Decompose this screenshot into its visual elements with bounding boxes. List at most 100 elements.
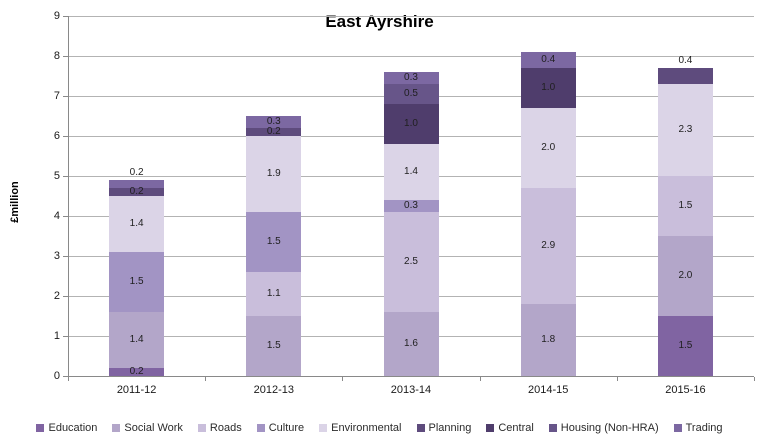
data-label: 0.3 xyxy=(266,116,281,127)
y-axis-tick-label: 8 xyxy=(53,50,60,62)
x-category-label: 2014-15 xyxy=(528,384,569,396)
gridline xyxy=(68,16,754,17)
legend-swatch-icon xyxy=(256,424,265,432)
legend-swatch-icon xyxy=(36,424,45,432)
bar-segment-environmental xyxy=(109,196,165,252)
data-label: 1.8 xyxy=(541,334,556,345)
data-label: 2.9 xyxy=(541,240,556,251)
y-axis-tick xyxy=(63,136,68,137)
data-label: 0.2 xyxy=(266,126,281,137)
legend-label: Roads xyxy=(209,422,242,434)
bar-segment-social-work xyxy=(520,304,576,376)
legend-label: Culture xyxy=(268,422,305,434)
data-label: 1.0 xyxy=(541,82,556,93)
y-axis-tick xyxy=(63,256,68,257)
y-axis-tick xyxy=(63,336,68,337)
data-label: 1.5 xyxy=(678,340,693,351)
bar-segment-culture xyxy=(246,212,302,272)
data-label: 2.0 xyxy=(678,270,693,281)
data-label: 2.3 xyxy=(678,124,693,135)
data-label: 0.5 xyxy=(404,88,418,99)
bar-segment-social-work xyxy=(657,236,713,316)
data-label: 0.3 xyxy=(404,72,418,83)
x-axis-tick xyxy=(68,377,69,381)
legend-item-planning: Planning xyxy=(416,422,472,434)
y-axis-tick xyxy=(63,16,68,17)
bar-segment-education xyxy=(109,368,165,376)
y-axis-title: £million xyxy=(9,181,21,223)
legend-item-environmental: Environmental xyxy=(319,422,402,434)
data-label: 1.4 xyxy=(129,218,144,229)
data-label: 1.0 xyxy=(404,118,418,129)
bar-segment-planning xyxy=(246,128,302,136)
x-axis-tick xyxy=(616,377,618,381)
data-label: 1.4 xyxy=(404,166,418,177)
data-label: 1.9 xyxy=(266,168,281,179)
legend-swatch-icon xyxy=(416,424,425,432)
bar-segment-environmental xyxy=(657,84,713,176)
bar-segment-culture xyxy=(383,200,439,212)
y-axis-tick xyxy=(63,296,68,297)
legend-swatch-icon xyxy=(548,424,557,432)
bar-segment-social-work xyxy=(246,316,302,376)
bar-segment-education xyxy=(657,316,713,376)
x-category-label: 2015-16 xyxy=(665,384,706,396)
x-category-label: 2013-14 xyxy=(390,384,432,396)
data-label: 1.5 xyxy=(266,340,281,351)
y-axis-line xyxy=(68,16,69,376)
y-axis-tick xyxy=(63,216,68,217)
bar-segment-trading xyxy=(383,72,439,84)
y-axis-tick-label: 4 xyxy=(53,210,60,222)
legend-swatch-icon xyxy=(112,424,121,432)
y-axis-tick-label: 1 xyxy=(53,330,60,342)
data-label: 1.1 xyxy=(266,288,281,299)
legend-swatch-icon xyxy=(197,424,206,432)
y-axis-tick-label: 5 xyxy=(53,170,60,182)
legend-item-housing-non-hra-: Housing (Non-HRA) xyxy=(548,422,659,434)
bar-segment-central xyxy=(520,68,576,108)
legend-swatch-icon xyxy=(486,424,495,432)
legend-item-education: Education xyxy=(36,422,97,434)
legend-label: Housing (Non-HRA) xyxy=(560,422,659,434)
legend-label: Planning xyxy=(428,422,472,434)
y-axis-tick-label: 7 xyxy=(53,90,60,102)
bar-segment-planning xyxy=(109,188,165,196)
bar-segment-roads xyxy=(520,188,576,304)
legend-label: Environmental xyxy=(331,422,402,434)
data-label: 1.5 xyxy=(678,200,693,211)
bar-segment-planning xyxy=(657,68,713,84)
legend-swatch-icon xyxy=(673,424,682,432)
data-label: 0.3 xyxy=(404,200,418,211)
x-category-label: 2011-12 xyxy=(116,384,157,396)
legend-label: Social Work xyxy=(124,422,183,434)
legend-label: Trading xyxy=(685,422,723,434)
data-label: 2.5 xyxy=(404,256,418,267)
chart-title: East Ayrshire xyxy=(325,12,434,31)
bar-segment-environmental xyxy=(383,144,439,200)
bar-segment-roads xyxy=(657,176,713,236)
bar-segment-central xyxy=(383,104,439,144)
bar-segment-environmental xyxy=(246,136,302,212)
data-label: 0.4 xyxy=(541,54,556,65)
data-label: 1.6 xyxy=(404,338,418,349)
data-label: 1.5 xyxy=(129,276,144,287)
y-axis-tick-label: 2 xyxy=(53,290,60,302)
x-axis-tick xyxy=(205,377,207,381)
legend-item-central: Central xyxy=(486,422,534,434)
bar-segment-roads xyxy=(383,212,439,312)
bar-segment-trading xyxy=(520,52,576,68)
data-label: 0.4 xyxy=(678,55,693,66)
bar-segment-housing-non-hra- xyxy=(383,84,439,104)
y-axis-tick-label: 3 xyxy=(53,250,60,262)
x-axis-tick xyxy=(342,377,344,381)
y-axis-tick-label: 6 xyxy=(53,130,60,142)
bar-segment-environmental xyxy=(520,108,576,188)
y-axis-tick xyxy=(63,176,68,177)
data-label: 2.0 xyxy=(541,142,556,153)
legend-item-roads: Roads xyxy=(197,422,242,434)
y-axis-tick xyxy=(63,96,68,97)
bar-segment-social-work xyxy=(383,312,439,376)
legend-swatch-icon xyxy=(319,424,328,432)
bar-segment-trading xyxy=(109,180,165,188)
